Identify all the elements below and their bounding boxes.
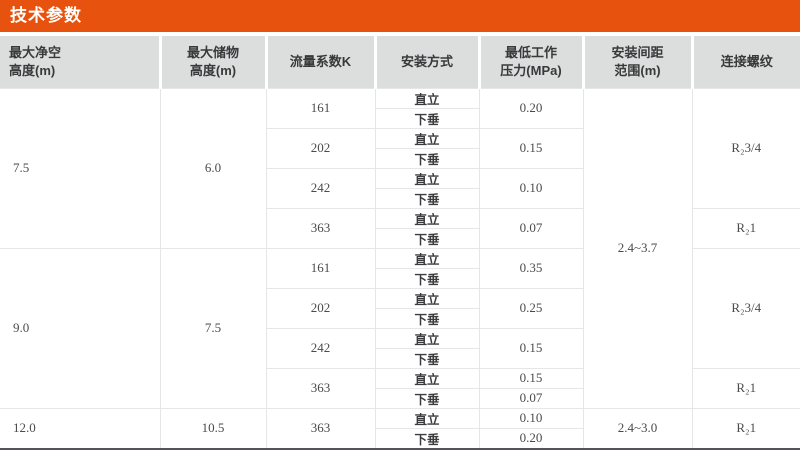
flow-coefficient-cell: 242 <box>265 167 376 209</box>
max-clear-height-cell: 12.0 <box>0 407 161 449</box>
col-header-flow-coefficient: 流量系数K <box>264 36 375 88</box>
flow-coefficient-cell: 363 <box>265 407 376 449</box>
flow-coefficient-cell: 363 <box>265 207 376 249</box>
mount-type-cell: 直立 <box>374 207 480 229</box>
section-title-bar: 技术参数 <box>0 0 800 32</box>
mount-type-cell: 直立 <box>374 127 480 149</box>
thread-cell: R₂1 <box>691 367 800 409</box>
tech-params-table-container: 最大净空 高度(m) 最大储物 高度(m) 流量系数K 安装方式 最低工作 压力… <box>0 36 800 450</box>
min-pressure-cell: 0.15 <box>478 127 584 169</box>
col-header-max-storage-height: 最大储物 高度(m) <box>158 36 266 88</box>
mount-type-cell: 直立 <box>374 287 480 309</box>
mount-type-cell: 下垂 <box>374 147 480 169</box>
mount-type-cell: 直立 <box>374 87 480 109</box>
min-pressure-cell: 0.35 <box>478 247 584 289</box>
min-pressure-cell: 0.10 <box>478 167 584 209</box>
mount-type-cell: 下垂 <box>374 427 480 449</box>
max-storage-height-cell: 7.5 <box>159 247 267 409</box>
min-pressure-cell: 0.10 <box>478 407 584 429</box>
col-header-mount-type: 安装方式 <box>373 36 479 88</box>
col-header-thread: 连接螺纹 <box>690 36 800 88</box>
max-storage-height-cell: 6.0 <box>159 87 267 249</box>
mount-type-cell: 下垂 <box>374 187 480 209</box>
thread-cell: R₂3/4 <box>691 87 800 209</box>
thread-cell: R₂1 <box>691 207 800 249</box>
min-pressure-cell: 0.25 <box>478 287 584 329</box>
max-clear-height-cell: 9.0 <box>0 247 161 409</box>
min-pressure-cell: 0.07 <box>478 387 584 409</box>
flow-coefficient-cell: 363 <box>265 367 376 409</box>
col-header-min-pressure: 最低工作 压力(MPa) <box>477 36 583 88</box>
max-clear-height-cell: 7.5 <box>0 87 161 249</box>
mount-type-cell: 下垂 <box>374 267 480 289</box>
mount-type-cell: 下垂 <box>374 387 480 409</box>
mount-type-cell: 直立 <box>374 167 480 189</box>
flow-coefficient-cell: 202 <box>265 287 376 329</box>
section-title: 技术参数 <box>10 6 82 25</box>
mount-type-cell: 下垂 <box>374 227 480 249</box>
spacing-range-cell: 2.4~3.0 <box>582 407 693 449</box>
mount-type-cell: 直立 <box>374 247 480 269</box>
mount-type-cell: 下垂 <box>374 107 480 129</box>
flow-coefficient-cell: 161 <box>265 87 376 129</box>
tech-params-table: 最大净空 高度(m) 最大储物 高度(m) 流量系数K 安装方式 最低工作 压力… <box>0 36 800 450</box>
flow-coefficient-cell: 242 <box>265 327 376 369</box>
max-storage-height-cell: 10.5 <box>159 407 267 449</box>
thread-cell: R₂3/4 <box>691 247 800 369</box>
min-pressure-cell: 0.15 <box>478 367 584 389</box>
mount-type-cell: 下垂 <box>374 347 480 369</box>
min-pressure-cell: 0.07 <box>478 207 584 249</box>
flow-coefficient-cell: 202 <box>265 127 376 169</box>
mount-type-cell: 直立 <box>374 407 480 429</box>
min-pressure-cell: 0.20 <box>478 427 584 449</box>
mount-type-cell: 直立 <box>374 327 480 349</box>
spacing-range-cell: 2.4~3.7 <box>582 87 693 409</box>
min-pressure-cell: 0.20 <box>478 87 584 129</box>
flow-coefficient-cell: 161 <box>265 247 376 289</box>
mount-type-cell: 下垂 <box>374 307 480 329</box>
mount-type-cell: 直立 <box>374 367 480 389</box>
col-header-max-clear-height: 最大净空 高度(m) <box>0 36 160 88</box>
min-pressure-cell: 0.15 <box>478 327 584 369</box>
thread-cell: R₂1 <box>691 407 800 449</box>
col-header-spacing-range: 安装间距 范围(m) <box>581 36 692 88</box>
